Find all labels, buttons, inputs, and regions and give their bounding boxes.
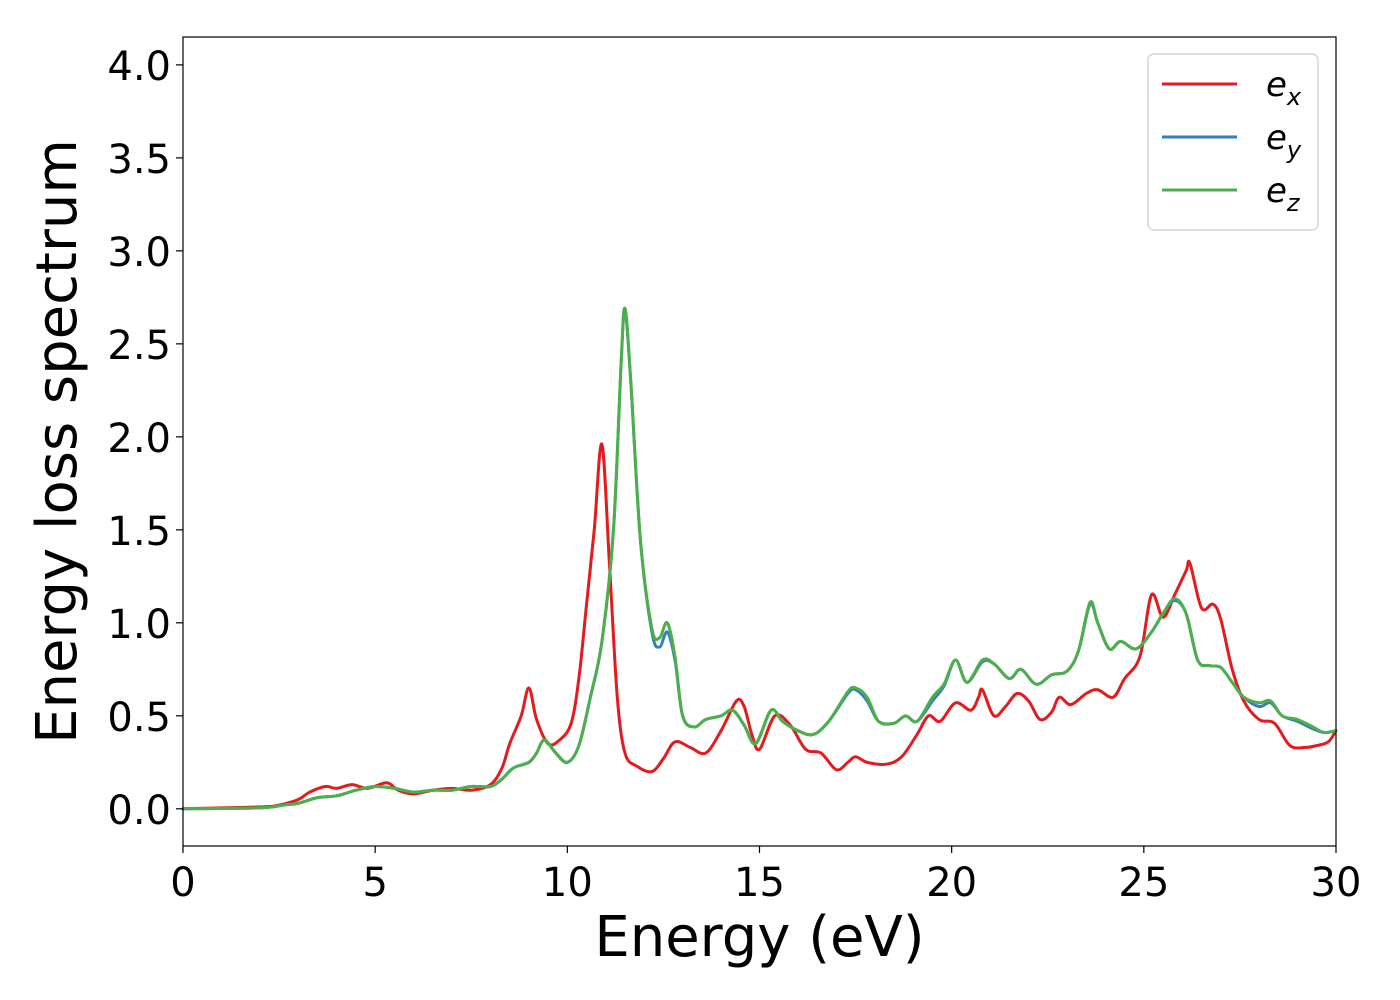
series-layer [181, 306, 1338, 811]
x-tick-label: 0 [170, 860, 195, 906]
y-tick-label: 0.0 [107, 788, 171, 834]
x-axis-ticks: 0 5 10 15 20 25 30 [170, 846, 1361, 906]
legend-label-subscript: y [1286, 136, 1302, 164]
y-tick-label: 1.5 [107, 509, 171, 555]
x-tick-label: 20 [926, 860, 977, 906]
legend-label-subscript: x [1286, 83, 1302, 111]
y-tick-label: 3.5 [107, 137, 171, 183]
x-tick-label: 10 [542, 860, 593, 906]
plot-background [183, 37, 1336, 846]
series-line-ez [181, 306, 1338, 811]
x-tick-label: 25 [1118, 860, 1169, 906]
legend-box [1147, 53, 1319, 231]
legend-label-ex: ex [1266, 65, 1302, 111]
legend-label-ey: ey [1266, 118, 1302, 164]
y-axis-ticks: 0.0 0.5 1.0 1.5 2.0 2.5 3.0 3.5 4.0 [107, 44, 183, 834]
legend-label-base: e [1266, 171, 1287, 211]
x-tick-label: 30 [1311, 860, 1362, 906]
y-tick-label: 2.5 [107, 323, 171, 369]
x-tick-label: 15 [734, 860, 785, 906]
x-axis-title: Energy (eV) [594, 905, 924, 970]
legend-label-base: e [1266, 65, 1287, 105]
legend-label-base: e [1266, 118, 1287, 158]
y-tick-label: 3.0 [107, 230, 171, 276]
x-tick-label: 5 [362, 860, 387, 906]
y-tick-label: 1.0 [107, 602, 171, 648]
legend-label-ez: ez [1266, 171, 1301, 217]
y-tick-label: 4.0 [107, 44, 171, 90]
y-tick-label: 0.5 [107, 695, 171, 741]
y-axis-title: Energy loss spectrum [25, 139, 90, 744]
legend-label-subscript: z [1286, 189, 1301, 217]
y-tick-label: 2.0 [107, 416, 171, 462]
